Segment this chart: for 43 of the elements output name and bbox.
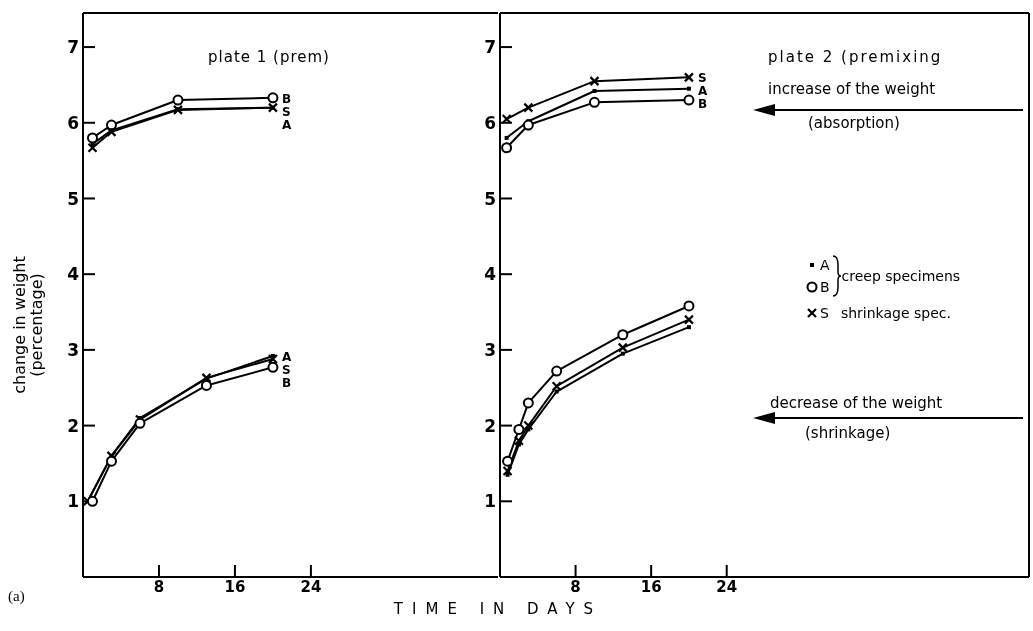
y-tick-label: 5	[67, 188, 79, 209]
series-label: A	[281, 117, 292, 132]
text: B	[697, 97, 708, 112]
x-tick-label: 8	[153, 577, 165, 596]
text: plate 1 (prem)	[208, 48, 330, 66]
series-label: S	[281, 362, 291, 377]
text: (a)	[8, 588, 25, 605]
legend-label: A	[820, 256, 830, 275]
x-tick-label: 24	[716, 577, 738, 596]
y-tick-label: 2	[484, 415, 496, 436]
annotation: increase of the weight	[768, 80, 936, 98]
x-axis-title: TIME IN DAYS	[392, 600, 604, 618]
x-tick-label: 8	[570, 577, 581, 596]
text: plate 2 (premixing	[768, 48, 943, 66]
series-label: A	[281, 349, 292, 364]
y-tick-label: 6	[67, 112, 79, 133]
x-tick-label: 16	[640, 577, 662, 596]
legend-label: B	[820, 278, 830, 297]
y-tick-label: 2	[67, 415, 79, 436]
annotation: shrinkage spec.	[840, 304, 951, 323]
annotation: (shrinkage)	[805, 424, 891, 442]
series-label: S	[281, 104, 291, 119]
text: S	[697, 71, 707, 86]
y-tick-label: 7	[484, 37, 496, 58]
y-tick-label: 4	[484, 264, 497, 285]
x-tick-label: 24	[300, 577, 322, 596]
y-tick-label: 1	[484, 491, 496, 512]
y-tick-label: 3	[484, 339, 496, 360]
series-label: B	[281, 91, 292, 106]
text: A	[697, 84, 708, 99]
y-tick-label: 1	[67, 491, 79, 512]
y-tick-label: 5	[484, 188, 496, 209]
y-axis-title: change in weight (percentage)	[10, 255, 46, 396]
legend-label: S	[820, 304, 829, 323]
y-tick-label: 7	[67, 37, 79, 58]
y-tick-label: 6	[484, 112, 496, 133]
x-tick-label: 16	[224, 577, 246, 596]
annotation: creep specimens	[841, 267, 961, 286]
annotation: decrease of the weight	[770, 394, 943, 412]
annotation: (absorption)	[808, 114, 900, 132]
y-tick-label: 3	[67, 339, 79, 360]
series-label: B	[281, 375, 292, 390]
y-tick-label: 4	[67, 264, 80, 285]
